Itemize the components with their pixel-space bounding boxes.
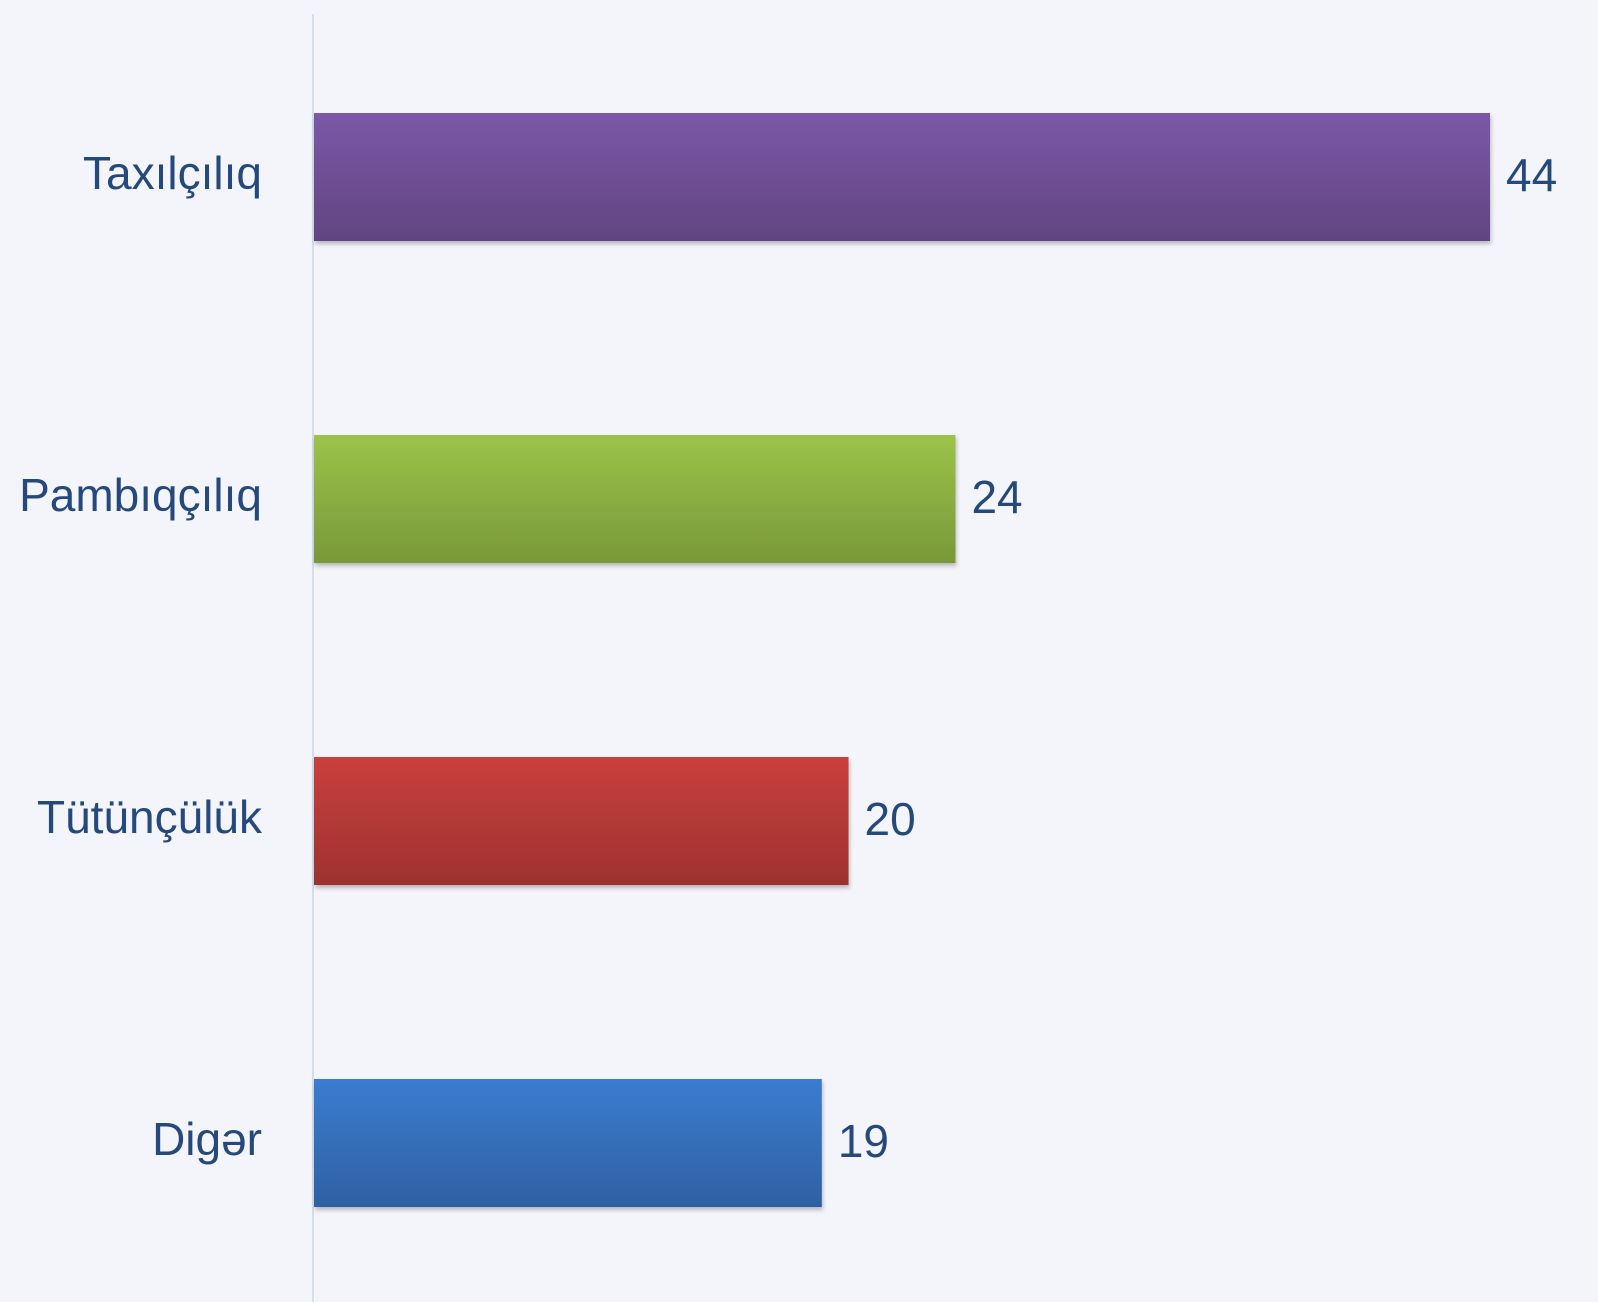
bar-shade [314, 757, 849, 885]
bar-shade [314, 113, 1490, 241]
value-label: 20 [865, 793, 916, 845]
value-label: 19 [838, 1115, 889, 1167]
value-label: 44 [1506, 149, 1557, 201]
bar-shade [314, 1079, 822, 1207]
category-label: Tütünçülük [37, 791, 263, 843]
bar-shade [314, 435, 956, 563]
value-label: 24 [971, 471, 1022, 523]
category-label: Pambıqçılıq [19, 469, 262, 521]
category-label: Taxılçılıq [83, 147, 262, 199]
category-label: Digər [152, 1113, 262, 1165]
